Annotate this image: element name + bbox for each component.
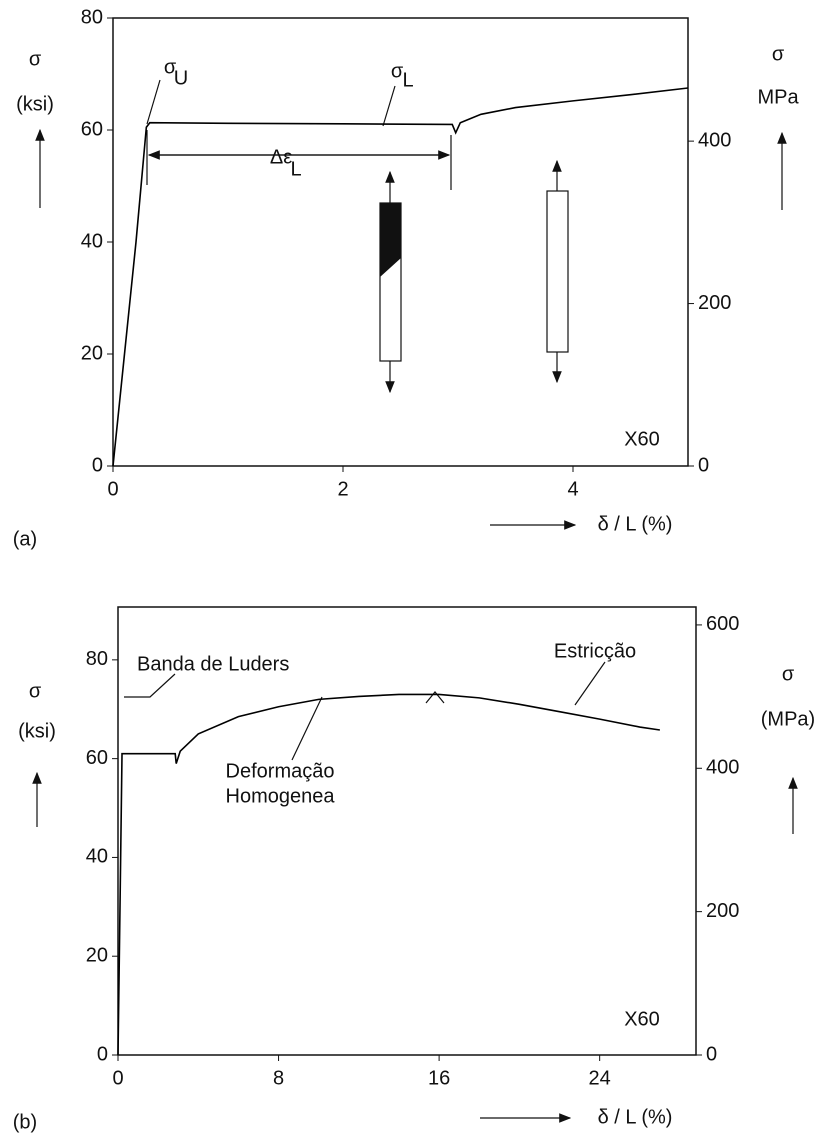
y-axis-label: (ksi) bbox=[16, 93, 54, 115]
annotation: σ bbox=[391, 60, 404, 82]
y-axis-label: σ bbox=[29, 48, 42, 70]
annotation: Banda de Luders bbox=[137, 653, 289, 675]
x-tick-label: 16 bbox=[428, 1067, 450, 1089]
annotation: U bbox=[174, 67, 188, 89]
annotation: X60 bbox=[624, 1008, 660, 1030]
y2-tick-label: 600 bbox=[706, 613, 739, 635]
y2-tick-label: 200 bbox=[706, 900, 739, 922]
panel-label: (a) bbox=[13, 528, 37, 550]
plot-frame bbox=[117, 606, 697, 1056]
y-tick-label: 40 bbox=[81, 230, 103, 252]
y-tick-label: 0 bbox=[92, 454, 103, 476]
annotation: Deformação bbox=[226, 760, 335, 782]
data-line bbox=[112, 87, 689, 467]
layout-b bbox=[32, 661, 798, 1123]
x-tick-label: 0 bbox=[107, 478, 118, 500]
y2-axis-label: MPa bbox=[757, 86, 799, 108]
annotation: L bbox=[290, 158, 301, 180]
y-tick-label: 60 bbox=[81, 118, 103, 140]
y2-axis-label: σ bbox=[782, 663, 795, 685]
layout-a bbox=[35, 79, 787, 530]
x-tick-label: 2 bbox=[337, 478, 348, 500]
annotation: L bbox=[402, 69, 413, 91]
x-tick-label: 4 bbox=[567, 478, 578, 500]
y2-axis-label: (MPa) bbox=[761, 708, 815, 730]
annotation: Homogenea bbox=[226, 785, 336, 807]
y2-axis-label: σ bbox=[772, 43, 785, 65]
panel-label: (b) bbox=[13, 1111, 37, 1133]
x-axis-label: δ / L (%) bbox=[598, 1106, 673, 1128]
y2-tick-label: 0 bbox=[706, 1043, 717, 1065]
y-axis-label: (ksi) bbox=[18, 720, 56, 742]
y2-tick-label: 0 bbox=[698, 454, 709, 476]
y-axis-label: σ bbox=[29, 680, 42, 702]
y-tick-label: 0 bbox=[97, 1043, 108, 1065]
x-axis-label: δ / L (%) bbox=[598, 513, 673, 535]
y-tick-label: 20 bbox=[81, 342, 103, 364]
x-tick-label: 0 bbox=[112, 1067, 123, 1089]
data-line bbox=[117, 693, 660, 1056]
annotation: σ bbox=[164, 56, 177, 78]
x-tick-label: 8 bbox=[273, 1067, 284, 1089]
annotation: Δε bbox=[270, 146, 292, 168]
y2-tick-label: 400 bbox=[698, 129, 731, 151]
y-tick-label: 60 bbox=[86, 747, 108, 769]
y2-tick-label: 200 bbox=[698, 292, 731, 314]
x-tick-label: 24 bbox=[589, 1067, 611, 1089]
y-tick-label: 40 bbox=[86, 846, 108, 868]
y-tick-label: 20 bbox=[86, 944, 108, 966]
annotation: Estricção bbox=[554, 640, 636, 662]
y-tick-label: 80 bbox=[81, 6, 103, 28]
y2-tick-label: 400 bbox=[706, 757, 739, 779]
annotation: X60 bbox=[624, 428, 660, 450]
y-tick-label: 80 bbox=[86, 648, 108, 670]
